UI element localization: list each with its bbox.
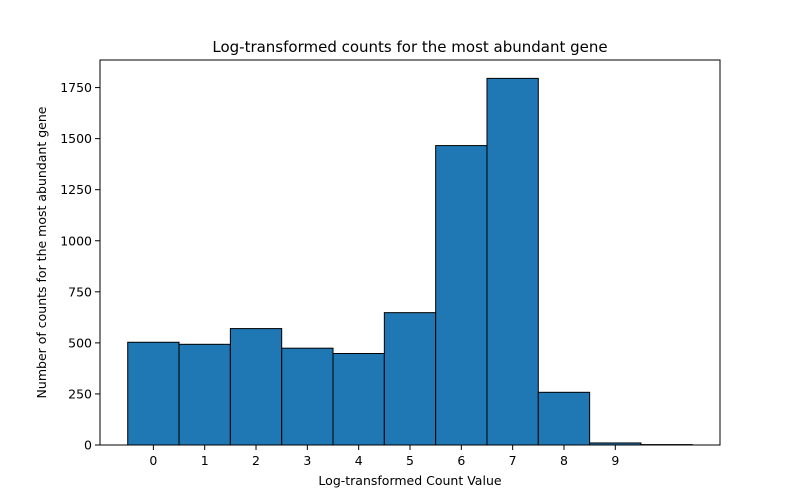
chart-title: Log-transformed counts for the most abun… (212, 38, 607, 56)
histogram-bar (178, 343, 231, 446)
x-axis-label: Log-transformed Count Value (318, 473, 501, 488)
x-tick-label: 6 (457, 453, 465, 468)
histogram-bar (383, 312, 437, 446)
y-tick-label: 0 (84, 438, 92, 453)
y-tick-label: 750 (68, 284, 92, 299)
histogram-bars (127, 77, 693, 446)
x-tick-label: 0 (149, 453, 157, 468)
x-tick-label: 9 (611, 453, 619, 468)
histogram-bar (229, 328, 283, 446)
y-axis-ticks: 0 250 500 750 1000 1250 1500 1750 (60, 80, 100, 453)
x-tick-label: 3 (303, 453, 311, 468)
histogram-bar (537, 391, 591, 446)
y-tick-label: 1250 (60, 182, 92, 197)
y-tick-label: 1000 (60, 233, 92, 248)
histogram-bar (281, 347, 334, 446)
y-tick-label: 250 (68, 386, 92, 401)
histogram-bar (435, 145, 488, 446)
x-tick-label: 5 (406, 453, 414, 468)
histogram-bar (332, 352, 385, 446)
histogram-bar (127, 341, 180, 446)
x-tick-label: 1 (201, 453, 209, 468)
x-tick-label: 7 (509, 453, 517, 468)
y-tick-label: 1750 (60, 80, 92, 95)
y-tick-label: 500 (68, 335, 92, 350)
x-axis-ticks: 0 1 2 3 4 5 6 7 8 9 (149, 445, 619, 468)
x-tick-label: 8 (560, 453, 568, 468)
x-tick-label: 2 (252, 453, 260, 468)
histogram-bar (486, 77, 539, 446)
y-tick-label: 1500 (60, 131, 92, 146)
x-tick-label: 4 (355, 453, 363, 468)
y-axis-label: Number of counts for the most abundant g… (34, 106, 49, 398)
